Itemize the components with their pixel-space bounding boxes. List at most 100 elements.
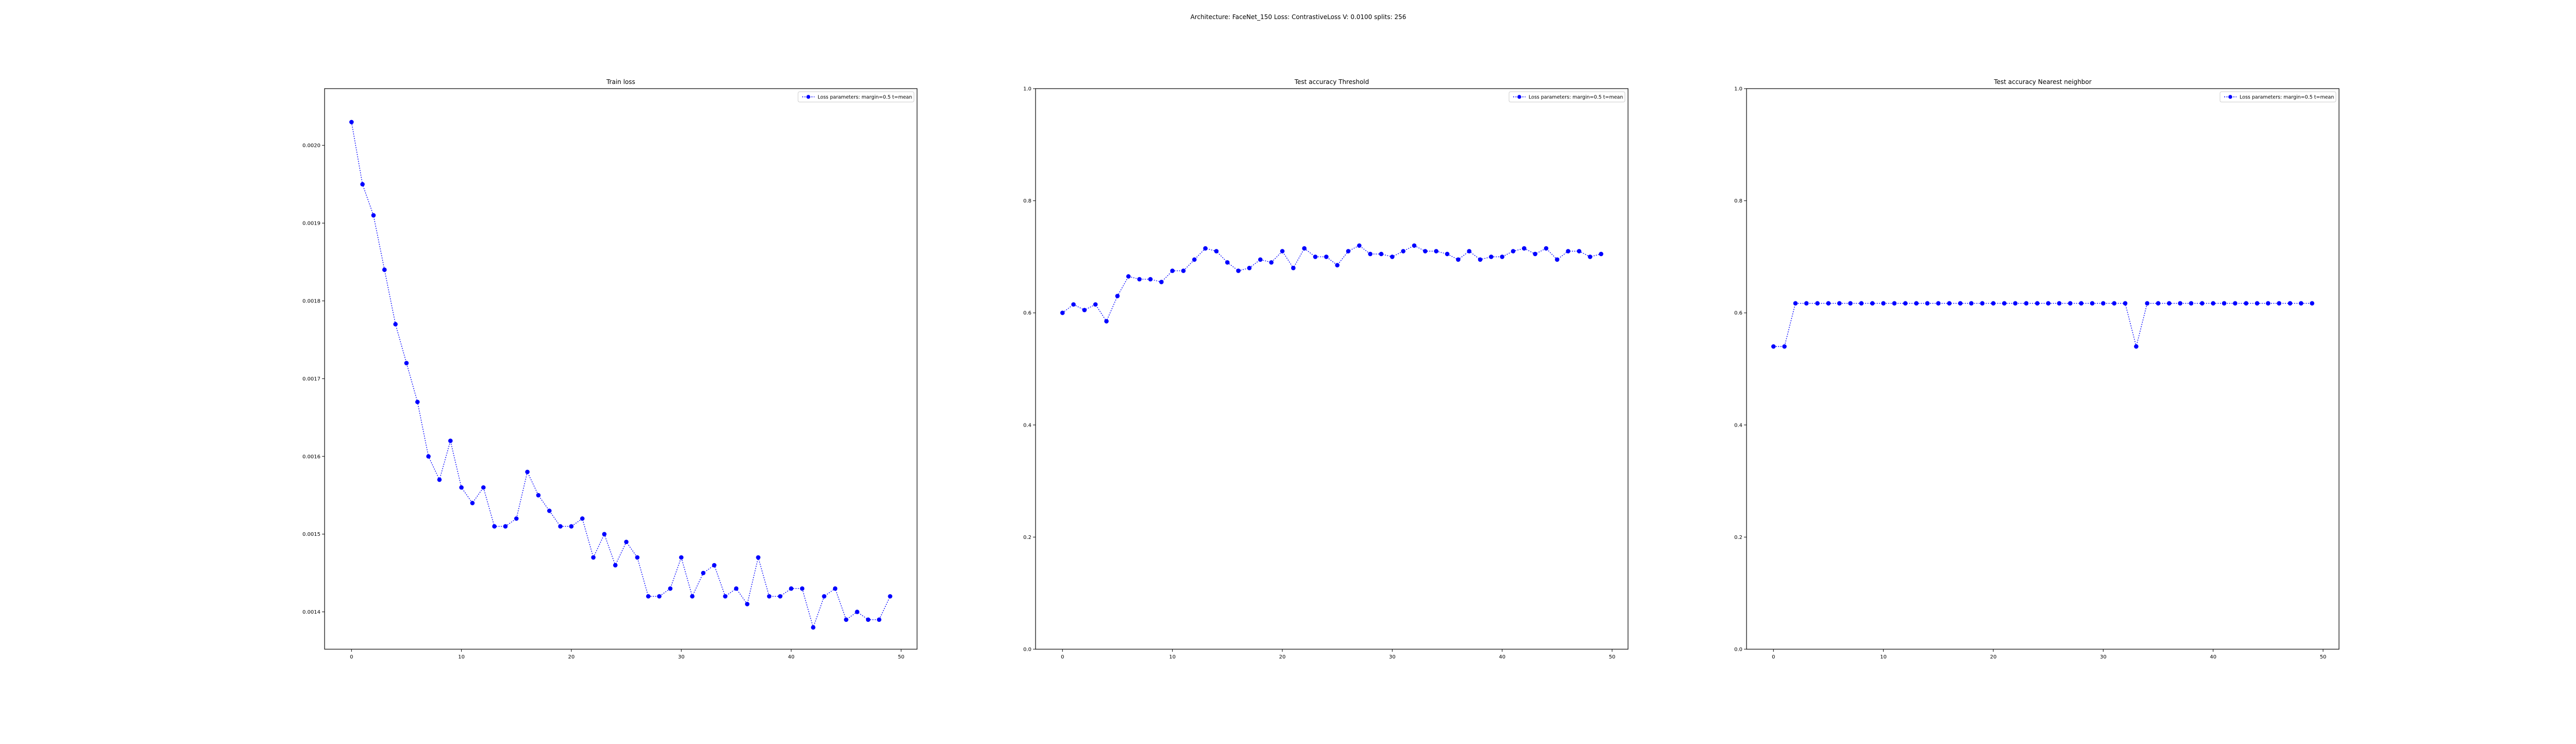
x-tick-label: 40 — [1499, 654, 1505, 660]
x-tick-label: 50 — [898, 654, 905, 660]
y-tick-label: 0.0 — [1023, 647, 1031, 653]
data-point — [646, 594, 651, 599]
data-point — [2200, 301, 2205, 306]
data-point — [1368, 251, 1372, 257]
x-tick-label: 50 — [2320, 654, 2327, 660]
y-tick-label: 1.0 — [1023, 87, 1031, 92]
x-tick-label: 40 — [2210, 654, 2216, 660]
data-point — [679, 555, 684, 560]
data-point — [1782, 344, 1787, 349]
data-point — [635, 555, 640, 560]
x-tick-label: 20 — [1279, 654, 1286, 660]
data-point — [569, 524, 574, 529]
data-point — [1467, 249, 1471, 253]
y-tick-label: 0.0017 — [302, 376, 320, 382]
data-point — [1126, 274, 1131, 279]
data-point — [1555, 257, 1560, 262]
data-point — [1980, 301, 1985, 306]
y-tick-label: 0.8 — [1023, 198, 1031, 204]
data-point — [580, 516, 585, 521]
data-point — [2277, 301, 2282, 306]
data-point — [536, 493, 541, 498]
data-point — [2299, 301, 2303, 306]
x-tick-label: 40 — [788, 654, 794, 660]
data-point — [393, 322, 398, 327]
data-point — [844, 617, 849, 622]
data-point — [1826, 301, 1831, 306]
data-point — [1082, 308, 1087, 313]
data-point — [1434, 249, 1438, 253]
data-point — [1060, 310, 1065, 315]
y-tick-label: 0.0019 — [302, 221, 320, 227]
data-point — [1599, 251, 1604, 257]
data-point — [1280, 249, 1285, 253]
data-point — [767, 594, 772, 599]
data-point — [1566, 249, 1571, 253]
data-point — [2244, 301, 2249, 306]
data-point — [1936, 301, 1941, 306]
y-tick-label: 1.0 — [1734, 87, 1742, 92]
data-point — [1335, 263, 1340, 268]
y-tick-label: 0.0014 — [302, 610, 320, 615]
data-point — [866, 617, 871, 622]
x-tick-label: 10 — [1880, 654, 1887, 660]
chart-panel-1: Train loss 0 10 20 30 40 50 0.0014 0.0015 0.0016 0… — [302, 78, 918, 660]
y-tick-label: 0.6 — [1734, 311, 1742, 316]
data-point — [2090, 301, 2095, 306]
data-point — [1577, 249, 1582, 253]
data-point — [1511, 249, 1516, 253]
data-point — [2002, 301, 2007, 306]
data-point — [2035, 301, 2040, 306]
data-point — [1500, 255, 1505, 259]
data-point — [404, 361, 409, 365]
chart-title: Test accuracy Nearest neighbor — [1993, 78, 2091, 86]
data-point — [415, 399, 420, 404]
data-point — [1870, 301, 1875, 306]
data-point — [1892, 301, 1897, 306]
data-point — [360, 182, 365, 187]
data-point — [1390, 255, 1395, 259]
data-point — [1104, 319, 1109, 324]
data-point — [1401, 249, 1405, 253]
data-point — [1313, 255, 1318, 259]
data-point — [690, 594, 694, 599]
data-point — [2255, 301, 2260, 306]
data-point — [1247, 265, 1252, 270]
chart-title: Test accuracy Threshold — [1294, 78, 1369, 86]
data-point — [2079, 301, 2083, 306]
legend-marker — [1517, 95, 1521, 99]
axes-frame — [1035, 88, 1629, 650]
data-point — [1804, 301, 1809, 306]
data-point — [613, 563, 618, 568]
x-tick-label: 20 — [568, 654, 575, 660]
y-tick-label: 0.0015 — [302, 532, 320, 537]
legend-box — [2219, 91, 2336, 103]
data-point — [1192, 257, 1197, 262]
data-point — [1489, 255, 1494, 259]
data-point — [1925, 301, 1930, 306]
data-point — [1837, 301, 1842, 306]
data-point — [800, 586, 805, 591]
legend-box — [798, 91, 914, 103]
data-point — [712, 563, 717, 568]
data-point — [503, 524, 508, 529]
data-point — [1881, 301, 1886, 306]
data-point — [2266, 301, 2270, 306]
data-point — [1346, 249, 1351, 253]
legend-marker — [806, 95, 810, 99]
data-point — [1478, 257, 1483, 262]
data-point — [1958, 301, 1963, 306]
y-tick-label: 0.0018 — [302, 298, 320, 304]
data-point — [525, 469, 530, 475]
chart-panel-2: Test accuracy Threshold 0 10 20 30 40 50 0.0 0.2… — [1023, 78, 1629, 660]
data-point — [2024, 301, 2029, 306]
data-point — [2211, 301, 2216, 306]
y-tick-label: 0.0 — [1734, 647, 1742, 653]
figure-suptitle: Architecture: FaceNet_150 Loss: Contrast… — [1190, 13, 1406, 21]
data-point — [547, 509, 552, 513]
data-point — [2013, 301, 2018, 306]
data-point — [1225, 260, 1230, 265]
data-point — [371, 213, 376, 218]
data-point — [745, 602, 750, 606]
